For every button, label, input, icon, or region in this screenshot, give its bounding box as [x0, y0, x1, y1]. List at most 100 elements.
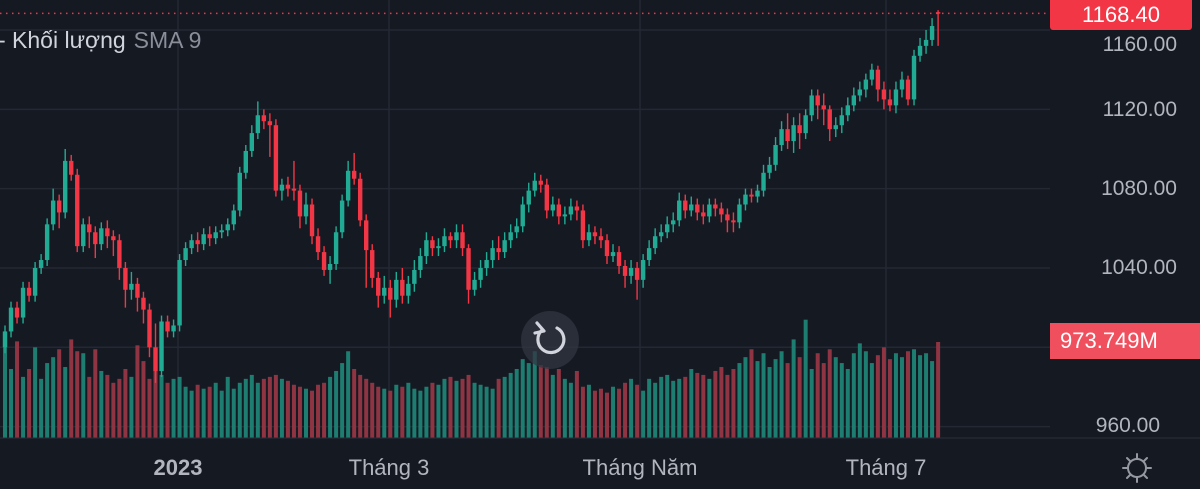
- candle: [364, 214, 369, 288]
- candle: [719, 202, 724, 223]
- candle-body: [129, 283, 134, 290]
- candle-body: [177, 260, 182, 326]
- candle-body: [189, 240, 194, 249]
- candle-body: [219, 230, 224, 233]
- volume-legend[interactable]: - Khối lượng SMA 9: [0, 27, 201, 54]
- candle: [460, 224, 465, 257]
- candle: [478, 260, 483, 288]
- volume-bar: [123, 368, 128, 438]
- candle: [773, 137, 778, 171]
- candle-body: [2, 331, 8, 348]
- candle-body: [339, 200, 345, 233]
- candle-body: [755, 190, 760, 197]
- candle: [177, 254, 182, 332]
- candle-body: [466, 248, 471, 290]
- candle-body: [779, 129, 784, 146]
- candle-body: [869, 69, 875, 80]
- candle: [309, 198, 315, 245]
- volume-bar: [273, 374, 278, 438]
- candle-body: [460, 232, 465, 249]
- volume-bar: [454, 380, 459, 438]
- volume-bar: [316, 384, 321, 438]
- candle-body: [351, 170, 357, 179]
- candle-body: [713, 204, 718, 209]
- candle: [285, 176, 291, 197]
- candle: [622, 260, 628, 288]
- candle: [44, 218, 50, 266]
- candle-body: [598, 236, 604, 241]
- candle: [899, 71, 905, 98]
- candle: [821, 93, 826, 126]
- time-label: 2023: [153, 455, 203, 480]
- candle-body: [737, 204, 742, 223]
- candle-body: [526, 190, 531, 205]
- candle: [436, 238, 441, 257]
- candle: [303, 192, 309, 225]
- volume-bar: [749, 349, 754, 438]
- candle: [845, 97, 850, 122]
- candle: [809, 89, 814, 122]
- volume-bar: [460, 378, 465, 438]
- volume-bar: [930, 361, 935, 438]
- volume-bar: [279, 378, 284, 438]
- candle: [550, 196, 556, 217]
- volume-bar: [406, 382, 411, 438]
- volume-bar: [105, 374, 110, 438]
- candle-body: [50, 200, 56, 225]
- candle-body: [400, 279, 405, 296]
- candle-body: [370, 250, 375, 278]
- candle: [556, 198, 562, 225]
- time-label: Tháng Năm: [582, 455, 698, 480]
- candle-body: [315, 236, 321, 253]
- candle-body: [69, 160, 74, 175]
- volume-bar: [297, 386, 302, 438]
- volume-bar: [267, 376, 272, 438]
- reset-chart-button[interactable]: [521, 311, 579, 369]
- volume-bar: [448, 376, 453, 438]
- candle: [484, 252, 489, 276]
- volume-bar: [400, 386, 405, 438]
- candle: [20, 281, 26, 324]
- candle: [225, 218, 230, 237]
- volume-bar: [827, 349, 832, 438]
- volume-bar: [912, 349, 917, 438]
- candle: [833, 117, 838, 138]
- candle: [779, 121, 784, 151]
- candle: [755, 184, 760, 203]
- volume-bar: [508, 372, 513, 438]
- volume-bar: [9, 368, 14, 438]
- candle: [514, 218, 519, 239]
- candle: [237, 166, 242, 217]
- candle-body: [388, 287, 393, 300]
- candle: [562, 206, 568, 225]
- candle-body: [935, 12, 941, 14]
- gear-icon: [1122, 453, 1152, 483]
- volume-bar: [334, 370, 339, 438]
- candle: [839, 107, 844, 134]
- candle-body: [923, 39, 929, 46]
- candle: [857, 81, 863, 102]
- candle: [327, 256, 333, 284]
- candle: [69, 154, 74, 181]
- volume-bar: [394, 384, 399, 438]
- candle-body: [574, 206, 580, 211]
- volume-bar: [785, 363, 790, 438]
- candle-body: [345, 170, 351, 201]
- candle-body: [249, 133, 255, 151]
- candle-body: [899, 79, 905, 90]
- candle-body: [677, 200, 682, 221]
- candle: [893, 81, 899, 114]
- volume-bar: [376, 386, 381, 438]
- candle: [646, 240, 652, 266]
- candle-body: [75, 174, 80, 247]
- candle-body: [719, 208, 724, 215]
- candle: [418, 248, 423, 278]
- settings-button[interactable]: [1121, 452, 1153, 484]
- volume-bar: [219, 390, 224, 438]
- volume-bar: [231, 388, 236, 438]
- candle: [345, 160, 351, 207]
- candle-body: [809, 95, 814, 116]
- volume-bar: [466, 374, 471, 438]
